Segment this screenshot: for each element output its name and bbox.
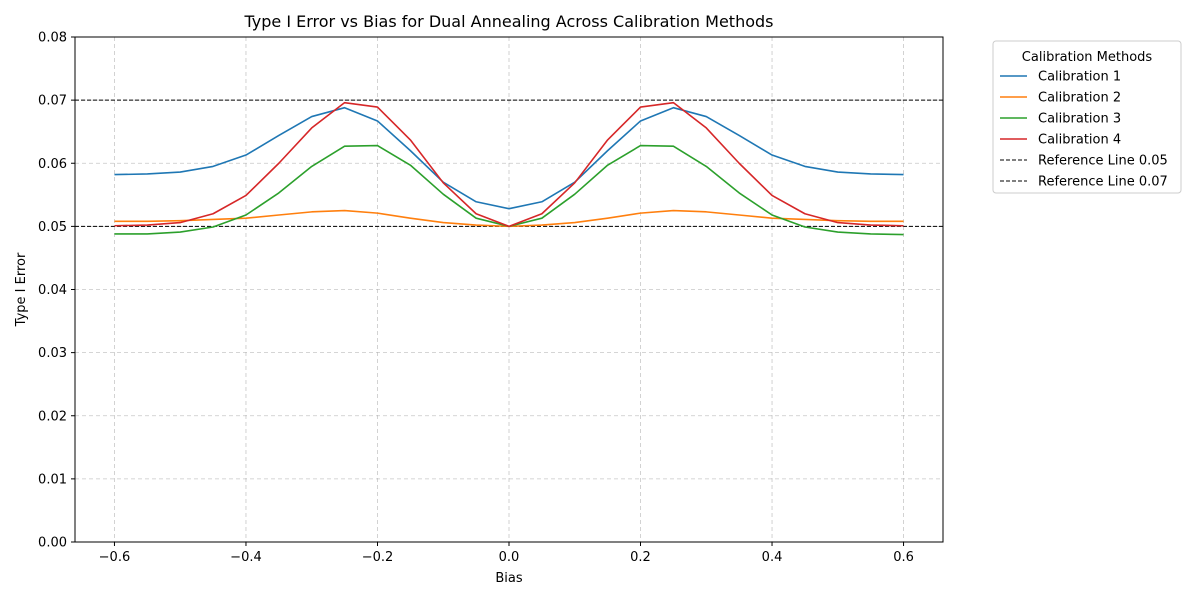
y-tick-label: 0.06 — [38, 157, 67, 172]
legend-items: Calibration 1 Calibration 2 Calibration 3 C… — [1000, 70, 1168, 190]
x-axis-label: Bias — [495, 571, 522, 586]
grid-lines — [75, 36, 943, 543]
y-tick-label: 0.03 — [38, 346, 67, 361]
chart-title: Type I Error vs Bias for Dual Annealing … — [243, 12, 773, 31]
legend-label: Calibration 4 — [1038, 133, 1121, 148]
y-tick-label: 0.04 — [38, 283, 67, 298]
y-tick-label: 0.08 — [38, 31, 67, 46]
x-tick-label: 0.6 — [893, 550, 914, 565]
x-tick-label: 0.4 — [762, 550, 783, 565]
legend-box — [992, 40, 1182, 194]
legend-label: Reference Line 0.05 — [1038, 154, 1168, 169]
legend-label: Calibration 1 — [1038, 70, 1121, 85]
x-axis-ticks: −0.6 −0.4 −0.2 0.0 0.2 0.4 0.6 — [99, 542, 914, 565]
x-tick-label: −0.4 — [230, 550, 262, 565]
legend: Calibration Methods Calibration 1Calibra… — [992, 40, 1182, 194]
y-axis-ticks: 0.00 0.01 0.02 0.03 0.04 0.05 0.06 0.07 0.08 — [38, 31, 75, 551]
x-tick-label: −0.2 — [362, 550, 394, 565]
series-line — [114, 101, 904, 228]
y-tick-label: 0.07 — [38, 94, 67, 109]
y-tick-label: 0.01 — [38, 472, 67, 487]
legend-label: Reference Line 0.07 — [1038, 175, 1168, 190]
y-tick-label: 0.05 — [38, 220, 67, 235]
y-axis-label: Type I Error — [14, 252, 29, 327]
series-lines — [114, 101, 904, 236]
x-tick-label: 0.0 — [499, 550, 520, 565]
legend-label: Calibration 3 — [1038, 112, 1121, 127]
y-tick-label: 0.00 — [38, 536, 67, 551]
y-tick-label: 0.02 — [38, 409, 67, 424]
legend-label: Calibration 2 — [1038, 91, 1121, 106]
series-line — [114, 106, 904, 210]
x-tick-label: 0.2 — [630, 550, 651, 565]
x-tick-label: −0.6 — [99, 550, 131, 565]
legend-title: Calibration Methods — [1022, 50, 1153, 65]
